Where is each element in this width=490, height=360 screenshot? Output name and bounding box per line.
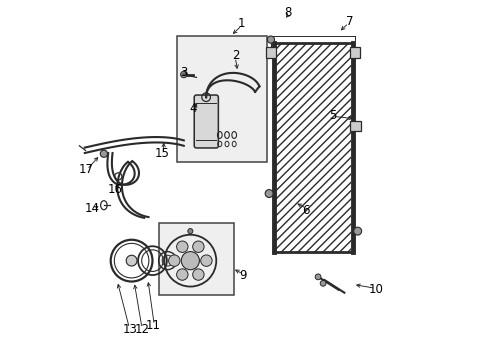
Circle shape: [176, 241, 188, 252]
Bar: [350, 47, 360, 58]
Text: 12: 12: [135, 323, 150, 336]
Bar: [159, 223, 234, 295]
Text: 17: 17: [78, 163, 94, 176]
FancyBboxPatch shape: [194, 95, 219, 148]
Text: 10: 10: [369, 283, 384, 296]
Text: 5: 5: [329, 109, 337, 122]
Circle shape: [180, 71, 187, 78]
Circle shape: [193, 241, 204, 252]
Bar: [266, 47, 276, 58]
Circle shape: [354, 227, 362, 235]
Circle shape: [188, 229, 193, 234]
Text: 2: 2: [232, 49, 240, 62]
Text: 6: 6: [302, 204, 310, 217]
Text: 13: 13: [122, 323, 137, 336]
Text: 11: 11: [146, 319, 161, 332]
Circle shape: [265, 190, 273, 198]
Circle shape: [201, 255, 212, 266]
Circle shape: [315, 274, 321, 280]
Circle shape: [100, 150, 107, 157]
Text: 4: 4: [189, 102, 196, 114]
Text: 3: 3: [180, 66, 188, 78]
Text: 7: 7: [345, 15, 353, 28]
Circle shape: [126, 255, 137, 266]
Text: 1: 1: [238, 17, 245, 30]
Text: 9: 9: [240, 269, 247, 282]
Text: 8: 8: [285, 6, 292, 19]
Bar: [176, 36, 267, 162]
Circle shape: [169, 255, 180, 266]
Bar: [275, 43, 351, 252]
Text: 16: 16: [108, 183, 123, 195]
Circle shape: [193, 269, 204, 280]
Circle shape: [268, 36, 274, 43]
Text: 14: 14: [84, 202, 99, 215]
Bar: [350, 121, 361, 131]
Circle shape: [320, 280, 326, 286]
Circle shape: [181, 252, 199, 270]
Circle shape: [176, 269, 188, 280]
Text: 15: 15: [155, 147, 170, 159]
